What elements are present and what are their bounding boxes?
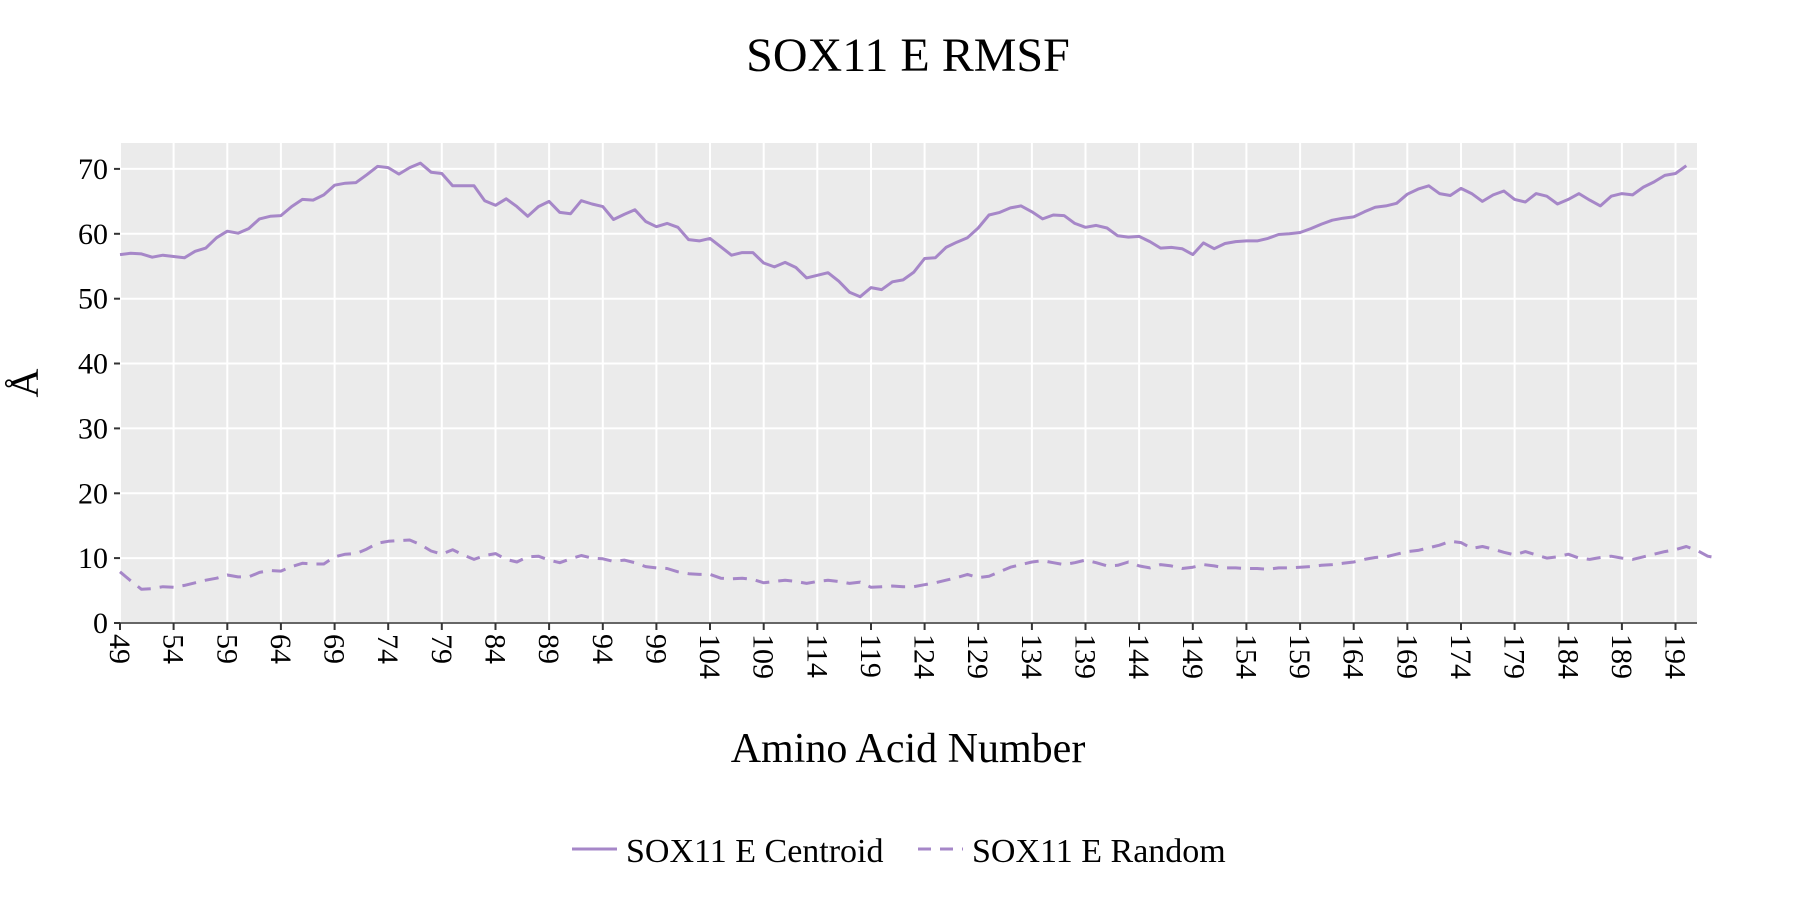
- x-tick-label: 109: [747, 634, 780, 679]
- x-tick-labels: 49 54 59 64 69 74 79 84 89 94 99 104 109 114 119 124 129…: [103, 634, 1692, 679]
- x-tick-label: 129: [961, 634, 994, 679]
- y-tick-labels: 0 10 20 30 40 50 60 70: [78, 153, 108, 640]
- x-tick-label: 179: [1498, 634, 1531, 679]
- series-lines: [119, 161, 1719, 591]
- x-tick-label: 174: [1444, 634, 1477, 679]
- y-tick-label: 40: [78, 348, 108, 381]
- x-tick-label: 74: [371, 634, 404, 664]
- x-tick-label: 49: [103, 634, 136, 664]
- legend: SOX11 E Centroid SOX11 E Random: [572, 833, 1226, 870]
- axes: [114, 167, 1697, 630]
- x-tick-label: 54: [157, 634, 190, 664]
- chart-title: SOX11 E RMSF: [746, 29, 1070, 82]
- x-tick-label: 159: [1283, 634, 1316, 679]
- x-tick-label: 79: [425, 634, 458, 664]
- y-tick-label: 10: [78, 542, 108, 575]
- x-tick-label: 149: [1176, 634, 1209, 679]
- y-tick-label: 60: [78, 218, 108, 251]
- x-tick-label: 134: [1015, 634, 1048, 679]
- x-tick-label: 154: [1229, 634, 1262, 679]
- x-tick-label: 184: [1551, 634, 1584, 679]
- y-tick-label: 0: [93, 607, 108, 640]
- x-tick-label: 59: [210, 634, 243, 664]
- x-tick-label: 119: [854, 634, 887, 678]
- x-tick-label: 69: [318, 634, 351, 664]
- x-tick-label: 104: [693, 634, 726, 679]
- legend-label-random: SOX11 E Random: [972, 833, 1226, 870]
- series-line-centroid: [119, 161, 1688, 299]
- y-tick-label: 30: [78, 412, 108, 445]
- x-tick-label: 114: [800, 634, 833, 678]
- series-line-random: [119, 538, 1719, 591]
- x-tick-label: 169: [1390, 634, 1423, 679]
- x-tick-label: 144: [1122, 634, 1155, 679]
- x-tick-label: 194: [1659, 634, 1692, 679]
- y-axis-label: Å: [2, 368, 47, 397]
- grid-lines: [119, 143, 1697, 624]
- y-tick-label: 70: [78, 153, 108, 186]
- x-tick-label: 99: [639, 634, 672, 664]
- x-tick-label: 64: [264, 634, 297, 664]
- x-tick-label: 94: [586, 634, 619, 664]
- x-tick-label: 139: [1069, 634, 1102, 679]
- y-tick-label: 20: [78, 477, 108, 510]
- x-tick-label: 84: [479, 634, 512, 664]
- y-tick-label: 50: [78, 283, 108, 316]
- x-tick-label: 124: [908, 634, 941, 679]
- legend-label-centroid: SOX11 E Centroid: [626, 833, 884, 870]
- x-tick-label: 164: [1337, 634, 1370, 679]
- x-tick-label: 189: [1605, 634, 1638, 679]
- x-tick-label: 89: [532, 634, 565, 664]
- x-axis-label: Amino Acid Number: [731, 726, 1086, 772]
